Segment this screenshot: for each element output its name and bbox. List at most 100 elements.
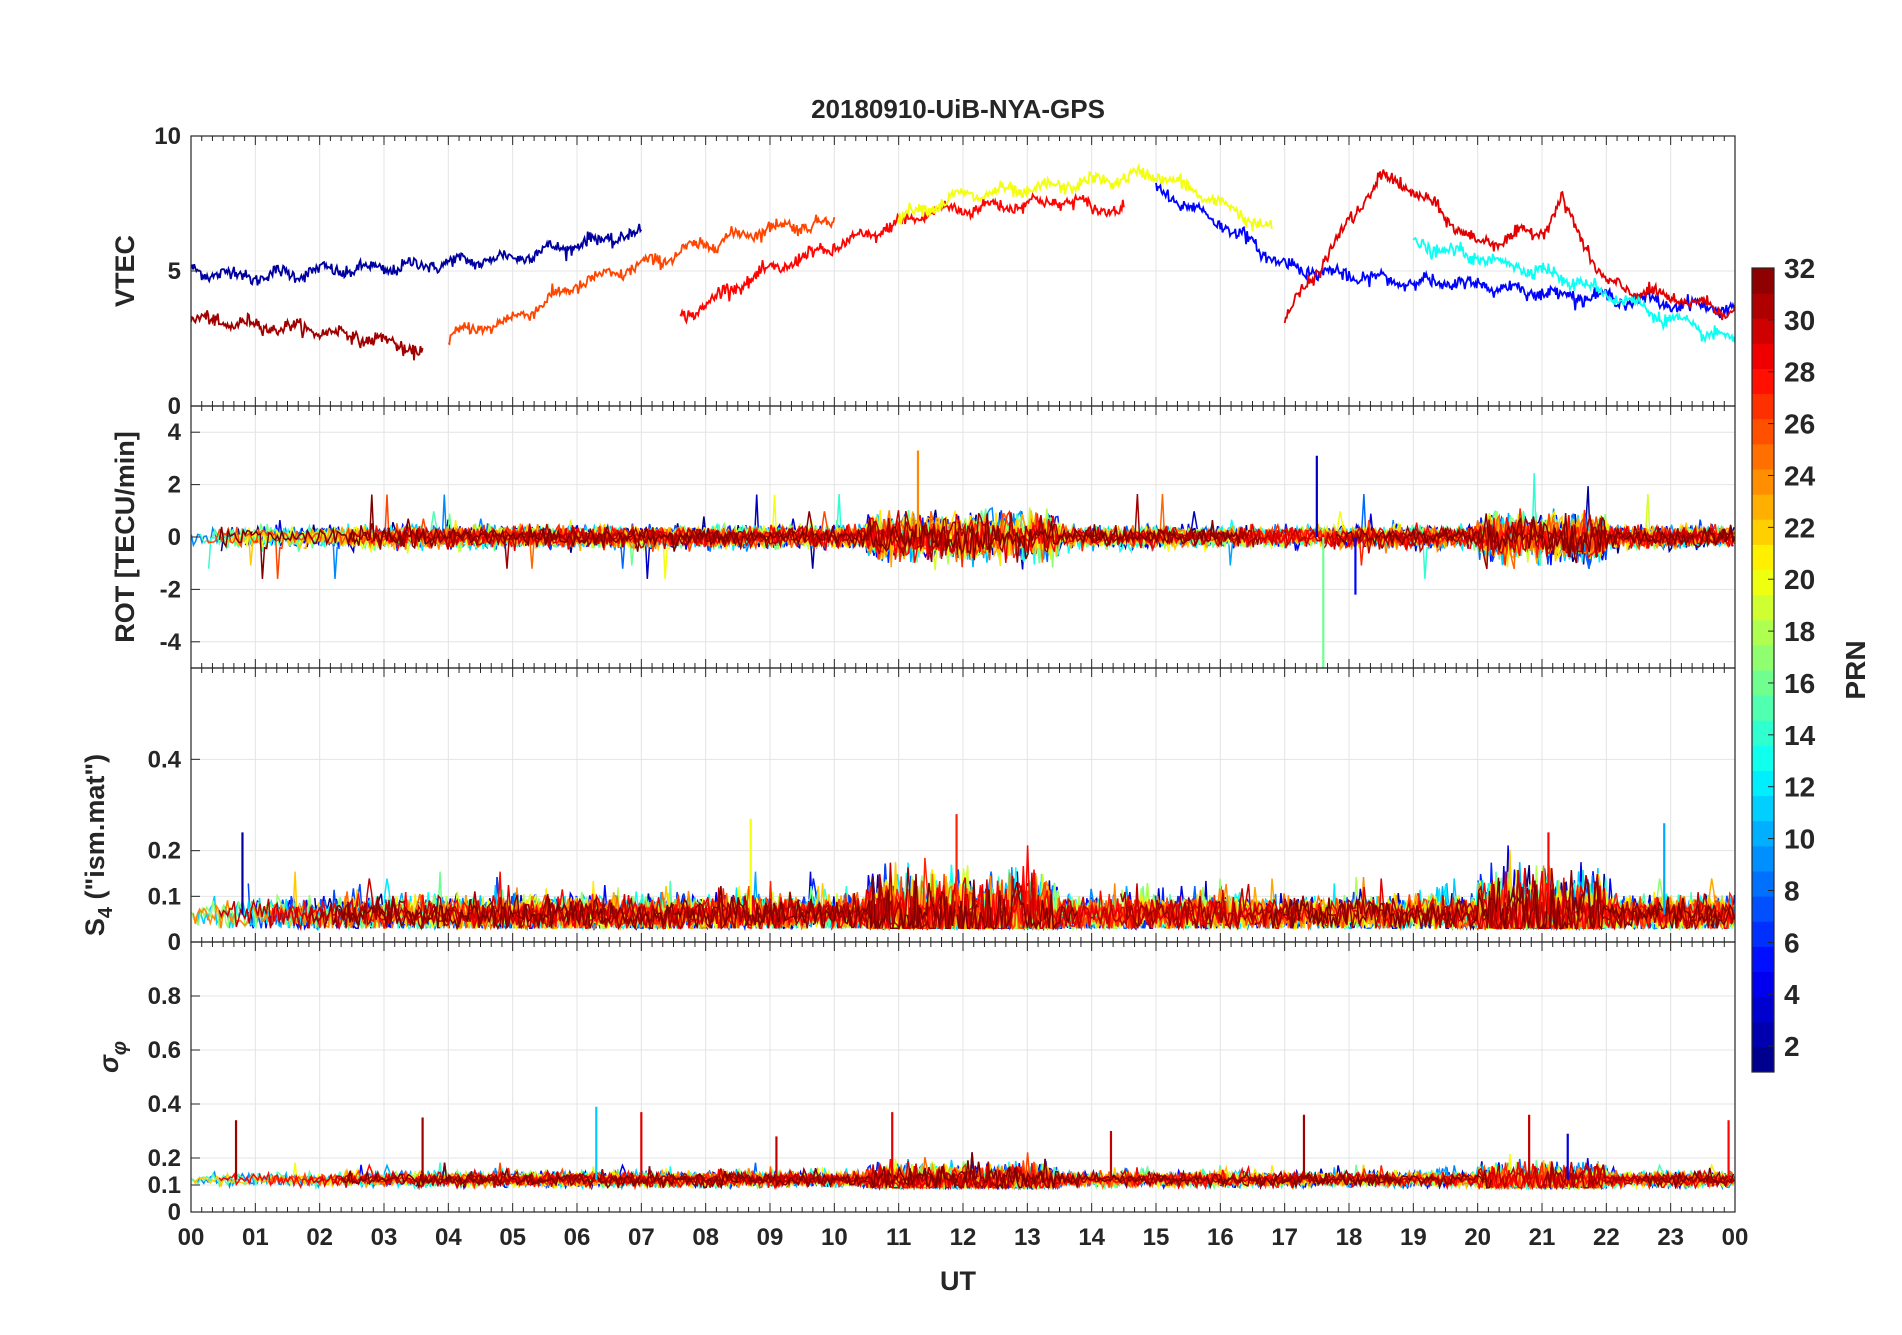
rot-y-axis-label: ROT [TECU/min] — [110, 431, 140, 642]
sigma_phi-y-tick-label: 0 — [168, 1199, 181, 1226]
x-tick-label: 07 — [628, 1224, 655, 1251]
x-tick-label: 04 — [435, 1224, 462, 1251]
colorbar-tick-label: 2 — [1784, 1031, 1800, 1062]
s4-y-tick-label: 0.2 — [148, 838, 181, 865]
x-tick-label: 22 — [1593, 1224, 1620, 1251]
colorbar-tick-label: 26 — [1784, 409, 1815, 440]
colorbar-swatch — [1752, 971, 1774, 998]
x-tick-label: 01 — [242, 1224, 269, 1251]
colorbar-swatch — [1752, 670, 1774, 696]
vtec-series-prn-28 — [679, 191, 1125, 325]
rot-y-tick-label: 0 — [168, 524, 181, 551]
x-tick-label: 09 — [757, 1224, 784, 1251]
x-tick-label: 15 — [1143, 1224, 1170, 1251]
panel-sigma_phi-series — [191, 1106, 1735, 1191]
colorbar-swatch — [1752, 720, 1774, 746]
vtec-series-prn-2 — [191, 223, 643, 286]
x-tick-label: 06 — [564, 1224, 591, 1251]
panel-rot-series — [191, 450, 1735, 668]
colorbar-swatch — [1752, 795, 1774, 822]
colorbar-swatch — [1752, 745, 1774, 771]
x-tick-label: 00 — [1722, 1224, 1749, 1251]
sigma_phi-y-tick-label: 0.6 — [148, 1037, 181, 1064]
s4-series-prn-32 — [1268, 870, 1735, 932]
sigma-phi-y-axis-label: σφ — [94, 1041, 131, 1073]
x-tick-label: 05 — [499, 1224, 526, 1251]
colorbar-swatch — [1752, 293, 1774, 319]
colorbar-label: PRN — [1840, 640, 1871, 699]
x-tick-label: 16 — [1207, 1224, 1234, 1251]
colorbar-swatch — [1752, 644, 1774, 671]
colorbar-swatch — [1752, 569, 1774, 596]
vtec-series-prn-26 — [447, 214, 836, 346]
sigma_phi-y-tick-label: 0.1 — [148, 1172, 181, 1199]
s4-y-tick-label: 0.4 — [148, 746, 182, 773]
colorbar-tick-label: 20 — [1784, 564, 1815, 595]
x-tick-label: 20 — [1464, 1224, 1491, 1251]
colorbar-tick-label: 14 — [1784, 720, 1816, 751]
x-tick-label: 00 — [178, 1224, 205, 1251]
panel-s4-series — [191, 814, 1735, 932]
vtec-y-tick-label: 5 — [168, 258, 181, 285]
colorbar-tick-label: 28 — [1784, 357, 1815, 388]
rot-y-tick-label: -2 — [160, 576, 181, 603]
colorbar-swatch — [1752, 871, 1774, 897]
vtec-series-prn-5 — [1155, 182, 1735, 319]
colorbar-tick-label: 24 — [1784, 460, 1816, 491]
chart-title: 20180910-UiB-NYA-GPS — [811, 94, 1105, 124]
x-tick-label: 18 — [1336, 1224, 1363, 1251]
x-tick-label: 10 — [821, 1224, 848, 1251]
data-layer — [191, 162, 1735, 1191]
colorbar-swatch — [1752, 418, 1774, 445]
colorbar-swatch — [1752, 318, 1774, 344]
x-tick-label: 21 — [1529, 1224, 1556, 1251]
colorbar-swatch — [1752, 519, 1774, 545]
x-tick-label: 12 — [950, 1224, 977, 1251]
colorbar-swatch — [1752, 1046, 1774, 1073]
rot-y-tick-label: -4 — [160, 629, 182, 656]
sigma_phi-y-tick-label: 0.8 — [148, 983, 181, 1010]
colorbar-tick-label: 6 — [1784, 927, 1800, 958]
x-axis-label: UT — [940, 1266, 976, 1296]
colorbar-swatch — [1752, 770, 1774, 797]
colorbar-swatch — [1752, 820, 1774, 847]
sigma_phi-series-prn-30 — [1268, 1161, 1735, 1191]
x-tick-label: 13 — [1014, 1224, 1041, 1251]
vtec-y-tick-label: 0 — [168, 393, 181, 420]
sigma_phi-series-prn-32 — [1640, 1167, 1735, 1190]
vtec-series-prn-29 — [1283, 169, 1735, 324]
s4-series-prn-31 — [1119, 868, 1735, 931]
colorbar-swatch — [1752, 494, 1774, 520]
vtec-series-prn-13 — [1412, 237, 1735, 344]
rot-y-tick-label: 2 — [168, 472, 181, 499]
colorbar-swatch — [1752, 393, 1774, 420]
colorbar-frame — [1751, 267, 1775, 1073]
s4-y-axis-label: S4 ("ism.mat") — [80, 754, 117, 936]
vtec-y-tick-label: 10 — [154, 123, 181, 150]
colorbar-swatch — [1752, 1021, 1774, 1048]
s4-series-prn-30 — [1429, 869, 1735, 931]
x-tick-label: 08 — [692, 1224, 719, 1251]
x-tick-label: 14 — [1078, 1224, 1105, 1251]
colorbar-swatch — [1752, 921, 1774, 947]
x-tick-label: 23 — [1657, 1224, 1684, 1251]
s4-series-prn-31 — [306, 867, 980, 931]
colorbar-swatch — [1752, 695, 1774, 721]
colorbar-swatch — [1752, 343, 1774, 369]
colorbar-tick-label: 30 — [1784, 305, 1815, 336]
s4-y-tick-label: 0.1 — [148, 883, 181, 910]
sigma_phi-y-tick-label: 0.2 — [148, 1145, 181, 1172]
colorbar-swatch — [1752, 594, 1774, 621]
s4-y-tick-label: 0 — [168, 929, 181, 956]
colorbar-swatch — [1752, 619, 1774, 646]
colorbar-tick-label: 18 — [1784, 616, 1815, 647]
colorbar-tick-label: 16 — [1784, 668, 1815, 699]
x-tick-label: 02 — [306, 1224, 333, 1251]
vtec-y-axis-label: VTEC — [110, 235, 140, 307]
s4-series-prn-32 — [334, 873, 1078, 931]
x-tick-label: 17 — [1271, 1224, 1298, 1251]
